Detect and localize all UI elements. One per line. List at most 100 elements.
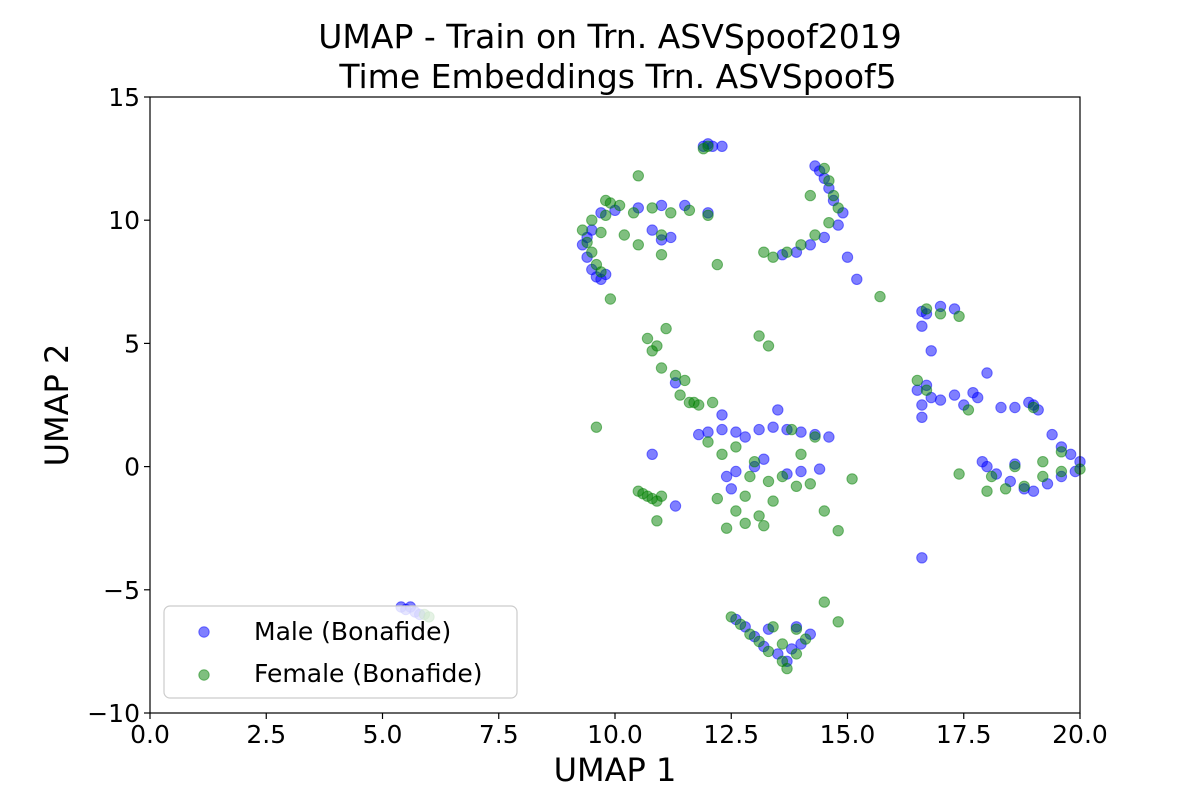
- data-point-female: [586, 214, 598, 226]
- data-point-male: [716, 409, 728, 421]
- x-tick-label: 15.0: [820, 720, 876, 749]
- data-point-female: [716, 448, 728, 460]
- data-point-female: [762, 340, 775, 352]
- data-point-female: [781, 246, 793, 258]
- data-point-male: [693, 428, 705, 441]
- data-point-male: [739, 431, 751, 443]
- legend-label-female: Female (Bonafide): [254, 659, 482, 688]
- data-point-female: [702, 140, 714, 153]
- data-point-male: [916, 411, 928, 423]
- data-point-female: [823, 217, 835, 229]
- data-point-male: [720, 470, 733, 483]
- y-tick-label: −10: [87, 699, 140, 728]
- x-tick-label: 2.5: [246, 720, 286, 749]
- data-point-male: [851, 273, 863, 285]
- data-point-male: [716, 423, 728, 436]
- data-point-female: [753, 635, 765, 648]
- data-point-male: [669, 500, 682, 512]
- data-point-male: [767, 421, 779, 433]
- plot-frame: [149, 96, 1081, 714]
- x-tick-label: 10.0: [587, 720, 643, 749]
- x-axis-ticks: 0.0 2.5 5.0 7.5 10.0 12.5 15.0 17.5 20.0: [130, 713, 1108, 749]
- y-tick-label: 0: [124, 453, 140, 482]
- data-point-female: [776, 470, 789, 483]
- data-point-female: [595, 266, 607, 278]
- data-point-male: [646, 224, 658, 236]
- data-point-female: [604, 293, 617, 305]
- y-tick-label: −5: [103, 576, 140, 605]
- data-point-female: [832, 202, 844, 214]
- data-point-female: [781, 662, 793, 675]
- data-point-female: [1009, 460, 1021, 473]
- data-point-female: [804, 189, 816, 202]
- data-point-female: [655, 229, 668, 241]
- data-point-male: [655, 199, 668, 212]
- data-point-female: [809, 229, 821, 241]
- data-point-female: [679, 374, 691, 387]
- legend-marker-male: [198, 626, 210, 638]
- data-point-female: [706, 396, 719, 409]
- data-point-female: [613, 199, 626, 212]
- data-point-female: [827, 189, 840, 202]
- data-point-female: [655, 362, 668, 374]
- data-point-female: [576, 224, 589, 236]
- data-point-male: [795, 465, 807, 478]
- data-point-female: [730, 441, 742, 453]
- data-point-male: [995, 401, 1007, 414]
- data-point-female: [632, 239, 644, 251]
- data-point-female: [651, 340, 663, 352]
- data-point-male: [916, 552, 928, 564]
- data-point-female: [1055, 446, 1068, 458]
- data-point-female: [744, 470, 756, 483]
- data-point-male: [1027, 485, 1040, 497]
- data-point-male: [981, 367, 993, 379]
- data-point-female: [846, 473, 858, 485]
- data-point-female: [818, 162, 830, 175]
- data-point-female: [1037, 470, 1049, 483]
- data-point-female: [999, 483, 1012, 495]
- y-tick-label: 5: [124, 329, 140, 358]
- data-point-female: [758, 246, 770, 258]
- x-tick-label: 5.0: [363, 720, 403, 749]
- legend: Male (Bonafide) Female (Bonafide): [163, 605, 518, 699]
- data-point-female: [795, 448, 807, 460]
- data-point-male: [981, 460, 993, 473]
- data-point-female: [762, 475, 775, 488]
- data-point-female: [739, 517, 751, 529]
- data-point-female: [651, 515, 663, 527]
- data-point-female: [711, 492, 723, 505]
- data-point-male: [934, 394, 947, 406]
- data-point-female: [953, 468, 965, 480]
- data-point-female: [590, 421, 603, 433]
- data-point-male: [841, 251, 854, 263]
- data-point-female: [767, 495, 779, 507]
- data-point-female: [646, 202, 658, 214]
- data-point-female: [832, 616, 844, 628]
- x-tick-label: 0.0: [130, 720, 170, 749]
- data-point-male: [725, 483, 737, 495]
- data-point-female: [767, 251, 779, 263]
- data-point-female: [795, 239, 807, 251]
- data-point-male: [702, 426, 714, 438]
- data-point-male: [795, 426, 807, 438]
- data-point-female: [1027, 401, 1040, 414]
- data-point-male: [1046, 428, 1058, 441]
- data-point-female: [786, 423, 798, 436]
- data-point-female: [985, 470, 998, 483]
- data-point-female: [818, 596, 830, 608]
- x-tick-label: 12.5: [703, 720, 759, 749]
- data-point-female: [799, 633, 812, 645]
- data-point-female: [600, 194, 612, 207]
- data-point-female: [981, 485, 993, 497]
- data-point-female: [739, 490, 751, 502]
- data-point-female: [804, 478, 816, 490]
- data-points: [395, 138, 1086, 675]
- data-point-female: [618, 229, 630, 241]
- data-point-male: [665, 231, 677, 244]
- data-point-female: [1018, 480, 1030, 492]
- data-point-female: [688, 396, 700, 409]
- data-point-female: [660, 322, 672, 335]
- data-point-female: [581, 236, 593, 249]
- data-point-female: [920, 303, 933, 315]
